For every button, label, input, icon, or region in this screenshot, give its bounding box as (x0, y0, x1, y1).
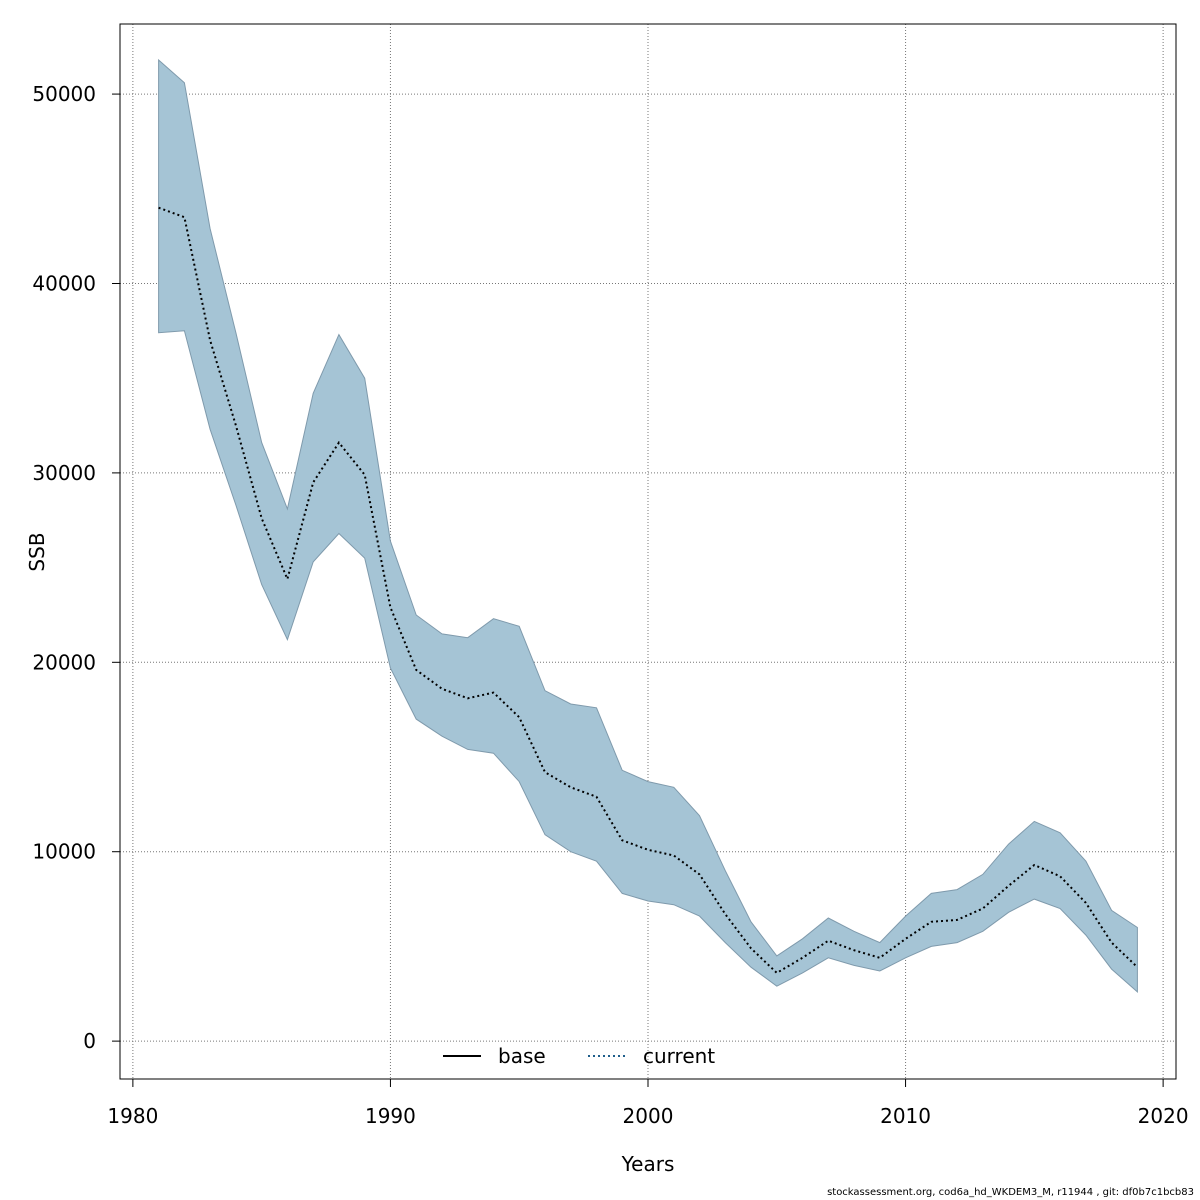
x-tick-label: 2000 (623, 1104, 674, 1128)
x-axis: 1980 1990 2000 2010 2020 (107, 1078, 1189, 1128)
current-series-line (158, 206, 1139, 975)
x-tick-label: 1980 (107, 1104, 158, 1128)
confidence-band (158, 58, 1138, 994)
legend: base current (443, 1044, 715, 1068)
y-tick-label: 30000 (32, 461, 96, 485)
x-tick-label: 2010 (880, 1104, 931, 1128)
legend-label-base: base (498, 1044, 546, 1068)
grid-lines (120, 24, 1176, 1079)
y-axis: 0 10000 20000 30000 40000 50000 (32, 82, 121, 1053)
y-tick-label: 0 (83, 1029, 96, 1053)
y-tick-label: 20000 (32, 650, 96, 674)
x-tick-label: 2020 (1138, 1104, 1189, 1128)
legend-label-current: current (643, 1044, 715, 1068)
y-tick-label: 40000 (32, 271, 96, 295)
x-tick-label: 1990 (365, 1104, 416, 1128)
y-axis-title: SSB (25, 532, 49, 571)
x-axis-title: Years (621, 1152, 675, 1176)
y-tick-label: 50000 (32, 82, 96, 106)
y-tick-label: 10000 (32, 840, 96, 864)
footer-credit: stockassessment.org, cod6a_hd_WKDEM3_M, … (827, 1187, 1194, 1198)
